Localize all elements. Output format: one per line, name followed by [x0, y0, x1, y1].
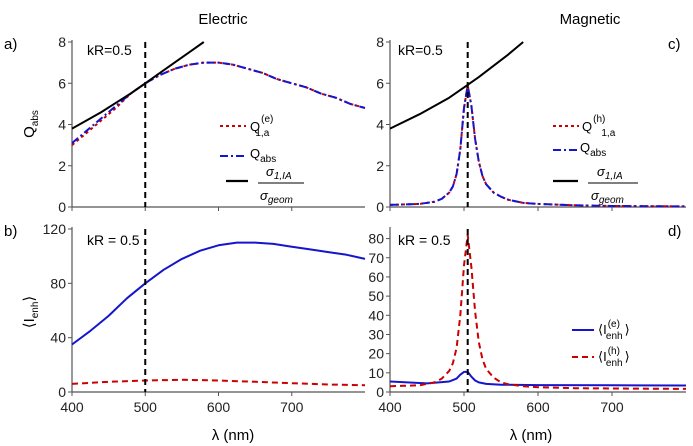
x-tick-label-b-700: 700 — [280, 399, 304, 415]
title-electric: Electric — [198, 11, 248, 28]
x-tick-label-b-400: 400 — [60, 399, 84, 415]
y-tick-label-c-2: 2 — [376, 158, 384, 174]
y-tick-label-d-0: 0 — [376, 384, 384, 400]
kr-annotation-b: kR = 0.5 — [87, 232, 140, 248]
series-d-h — [389, 233, 687, 390]
y-axis-label-i-sub: enh — [30, 302, 41, 319]
y-tick-label-c-6: 6 — [376, 75, 384, 91]
y-axis-label-i: ⟨I — [21, 318, 38, 328]
y-tick-label-d-60: 60 — [368, 269, 384, 285]
legend-a-q1a-sub: 1,a — [255, 128, 269, 139]
svg-text:Qabs: Qabs — [21, 110, 41, 138]
series-b-e — [71, 241, 366, 346]
legend-c-qabs-sub: abs — [590, 148, 606, 159]
x-tick-label-d-500: 500 — [452, 399, 476, 415]
panel-c: 0 2 4 6 8 kR=0.5 — [376, 34, 687, 215]
legend-d-e-label: ⟨I — [598, 322, 607, 337]
legend-c-sigma-num: σ1,IA — [597, 164, 623, 182]
panel-d: 0 10 20 30 40 50 60 70 80 400 500 600 700 kR = 0.5 — [368, 227, 687, 415]
svg-text:Qabs: Qabs — [250, 146, 276, 165]
svg-text:⟨I(h)enh⟩: ⟨I(h) enh ⟩ — [598, 346, 630, 369]
y-tick-label-d-20: 20 — [368, 346, 384, 362]
y-tick-label-d-40: 40 — [368, 307, 384, 323]
y-tick-label-a-2: 2 — [58, 158, 66, 174]
kr-annotation-c: kR=0.5 — [398, 42, 443, 58]
panel-label-b: b) — [4, 223, 17, 240]
legend-c-q1a-sup: (h) — [593, 114, 605, 125]
x-tick-label-b-500: 500 — [134, 399, 158, 415]
panel-a: 0 2 4 6 8 kR=0.5 — [58, 34, 366, 215]
y-axis-label-ienh: ⟨Ienh⟩ — [21, 296, 41, 329]
svg-text:Q(h)1,a: Q(h) 1,a — [582, 114, 616, 139]
title-magnetic: Magnetic — [560, 11, 621, 28]
svg-text:⟨Ienh⟩: ⟨Ienh⟩ — [21, 296, 41, 329]
y-tick-label-d-30: 30 — [368, 326, 384, 342]
y-tick-label-d-50: 50 — [368, 288, 384, 304]
kr-annotation-a: kR=0.5 — [87, 42, 132, 58]
series-d-e — [389, 370, 687, 387]
y-tick-label-a-6: 6 — [58, 75, 66, 91]
series-c-q1a — [389, 84, 687, 208]
y-axis-label-q: Q — [21, 126, 38, 138]
y-tick-label-c-8: 8 — [376, 34, 384, 50]
legend-c-sigma-den: σgeom — [591, 188, 624, 206]
legend-a: Q(e) 1,a Qabs σ1,IA σgeom — [220, 114, 304, 206]
x-tick-label-d-400: 400 — [378, 399, 402, 415]
y-tick-label-d-10: 10 — [368, 365, 384, 381]
legend-d-h-sub: enh — [606, 358, 623, 369]
legend-c-qabs-label: Q — [580, 140, 590, 155]
y-tick-label-b-40: 40 — [50, 330, 66, 346]
legend-d-e-end: ⟩ — [625, 322, 630, 337]
series-c-qabs — [389, 84, 687, 208]
x-tick-label-d-700: 700 — [600, 399, 624, 415]
y-tick-label-d-80: 80 — [368, 231, 384, 247]
legend-a-sigma-num: σ1,IA — [266, 164, 292, 182]
legend-a-q1a-sup: (e) — [261, 114, 273, 125]
svg-text:⟨I(e)enh⟩: ⟨I(e) enh ⟩ — [598, 319, 630, 342]
svg-text:Q(e)1,a: Q(e) 1,a — [250, 114, 273, 139]
legend-d-h-label: ⟨I — [598, 349, 607, 364]
kr-annotation-d: kR = 0.5 — [398, 232, 451, 248]
panel-label-a: a) — [4, 36, 17, 53]
legend-c-q1a-sub: 1,a — [601, 128, 615, 139]
series-b-h — [71, 378, 366, 387]
y-tick-label-d-70: 70 — [368, 250, 384, 266]
svg-text:Qabs: Qabs — [580, 140, 606, 159]
series-a-qabs — [71, 61, 366, 144]
legend-d-h-sup: (h) — [608, 346, 620, 357]
y-tick-label-a-4: 4 — [58, 117, 66, 133]
legend-c: Q(h) 1,a Qabs σ1,IA σgeom — [553, 114, 638, 206]
legend-c-q1a-label: Q — [582, 119, 592, 134]
panel-b: 0 40 80 120 400 500 600 700 kR = 0.5 — [43, 221, 366, 415]
series-a-sigma — [71, 41, 205, 130]
legend-a-q1a-label: Q — [250, 119, 260, 134]
y-axis-label-i-end: ⟩ — [21, 296, 38, 302]
x-tick-label-b-600: 600 — [207, 399, 231, 415]
x-axis-label-left: λ (nm) — [212, 427, 255, 444]
legend-a-qabs-label: Q — [250, 146, 260, 161]
panel-label-d: d) — [668, 223, 681, 240]
legend-d-e-sub: enh — [606, 331, 623, 342]
legend-a-qabs-sub: abs — [260, 154, 276, 165]
y-tick-label-c-4: 4 — [376, 117, 384, 133]
legend-a-sigma-den: σgeom — [260, 188, 293, 206]
y-tick-label-c-0: 0 — [376, 199, 384, 215]
legend-d: ⟨I(e) enh ⟩ ⟨I(h) enh ⟩ — [572, 319, 630, 369]
x-axis-label-right: λ (nm) — [510, 427, 553, 444]
y-tick-label-b-0: 0 — [58, 384, 66, 400]
legend-d-h-end: ⟩ — [625, 349, 630, 364]
legend-d-e-sup: (e) — [608, 319, 620, 330]
y-tick-label-a-8: 8 — [58, 34, 66, 50]
y-axis-label-qabs: Qabs — [21, 110, 41, 138]
panel-label-c: c) — [668, 36, 681, 53]
series-c-sigma — [389, 41, 524, 130]
y-tick-label-b-80: 80 — [50, 275, 66, 291]
y-axis-label-q-sub: abs — [30, 110, 41, 126]
y-tick-label-b-120: 120 — [43, 221, 67, 237]
y-tick-label-a-0: 0 — [58, 199, 66, 215]
x-tick-label-d-600: 600 — [526, 399, 550, 415]
